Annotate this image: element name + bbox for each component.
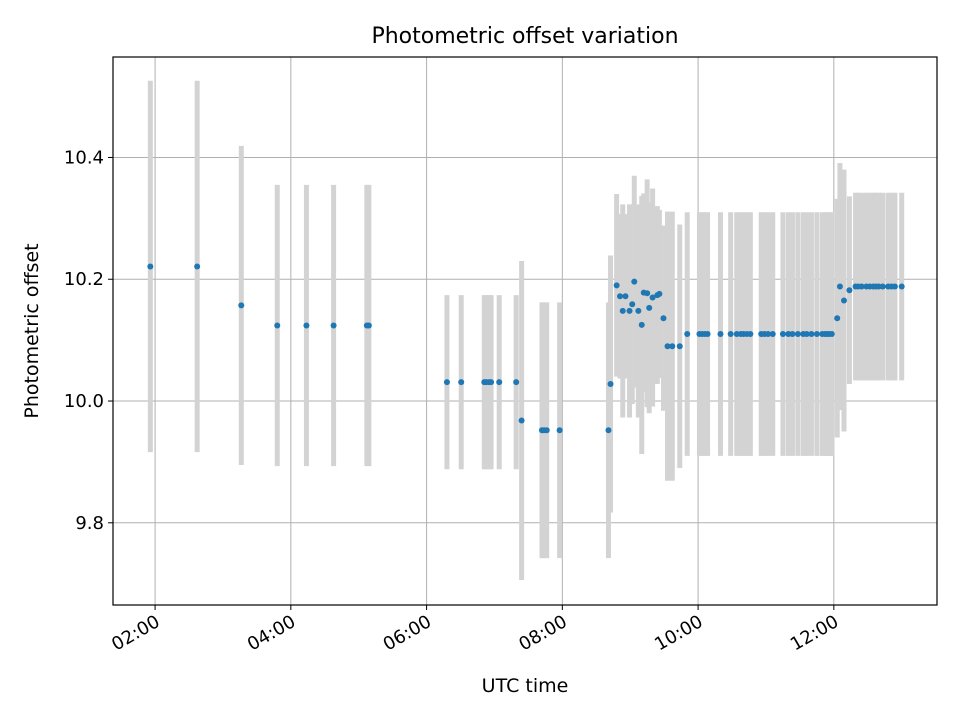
axes-frame bbox=[112, 56, 938, 606]
x-tick-label: 12:00 bbox=[787, 611, 842, 655]
data-point bbox=[631, 278, 638, 285]
data-point bbox=[194, 263, 201, 270]
x-tick-label: 06:00 bbox=[380, 611, 435, 655]
data-point bbox=[656, 290, 663, 297]
data-point bbox=[513, 379, 520, 386]
chart-title: Photometric offset variation bbox=[371, 24, 678, 49]
data-point bbox=[858, 283, 865, 290]
data-point bbox=[274, 322, 281, 329]
data-point bbox=[879, 283, 886, 290]
x-tick-label: 04:00 bbox=[244, 611, 299, 655]
data-point bbox=[803, 331, 810, 338]
data-point bbox=[841, 297, 848, 304]
y-tick-label: 10.0 bbox=[64, 391, 104, 412]
data-point bbox=[789, 331, 796, 338]
data-point bbox=[644, 290, 651, 297]
data-point bbox=[646, 304, 653, 311]
data-point bbox=[496, 379, 503, 386]
data-point bbox=[769, 331, 776, 338]
data-point bbox=[808, 331, 815, 338]
y-axis-label: Photometric offset bbox=[21, 243, 43, 418]
data-point bbox=[543, 427, 550, 434]
data-point bbox=[669, 343, 676, 350]
data-point bbox=[676, 343, 683, 350]
data-point bbox=[626, 307, 633, 314]
data-point bbox=[147, 263, 154, 270]
data-point bbox=[649, 294, 656, 301]
data-point bbox=[717, 331, 724, 338]
data-point bbox=[828, 331, 835, 338]
data-point bbox=[638, 321, 645, 328]
data-point bbox=[891, 283, 898, 290]
data-point bbox=[443, 379, 450, 386]
data-point bbox=[238, 302, 245, 309]
x-tick-label: 10:00 bbox=[651, 611, 706, 655]
data-point bbox=[727, 331, 734, 338]
data-point bbox=[660, 315, 667, 322]
data-point bbox=[365, 322, 372, 329]
data-point bbox=[617, 293, 624, 300]
y-tick-label: 10.4 bbox=[64, 147, 104, 168]
data-point bbox=[622, 293, 629, 300]
data-point bbox=[303, 322, 310, 329]
data-point bbox=[458, 379, 465, 386]
data-point bbox=[629, 301, 636, 308]
data-point bbox=[607, 380, 614, 387]
data-point bbox=[813, 331, 820, 338]
data-point bbox=[704, 331, 711, 338]
data-point bbox=[684, 331, 691, 338]
data-point bbox=[836, 283, 843, 290]
data-point bbox=[613, 282, 620, 289]
data-point bbox=[556, 427, 563, 434]
data-point bbox=[794, 331, 801, 338]
x-tick-label: 02:00 bbox=[108, 611, 163, 655]
data-point bbox=[330, 322, 337, 329]
data-point bbox=[747, 331, 754, 338]
data-point bbox=[619, 307, 626, 314]
data-point bbox=[764, 331, 771, 338]
data-point bbox=[846, 287, 853, 294]
data-point bbox=[779, 331, 786, 338]
data-point bbox=[664, 343, 671, 350]
point-layer bbox=[147, 263, 905, 434]
x-axis-label: UTC time bbox=[482, 675, 569, 697]
data-point bbox=[834, 315, 841, 322]
data-point bbox=[488, 379, 495, 386]
x-tick-label: 08:00 bbox=[515, 611, 570, 655]
data-point bbox=[898, 283, 905, 290]
axis-layer bbox=[112, 56, 938, 606]
errorbar-layer bbox=[147, 80, 905, 581]
data-point bbox=[605, 427, 612, 434]
data-point bbox=[518, 417, 525, 424]
data-point bbox=[635, 307, 642, 314]
y-tick-label: 9.8 bbox=[75, 513, 104, 534]
y-tick-label: 10.2 bbox=[64, 269, 104, 290]
